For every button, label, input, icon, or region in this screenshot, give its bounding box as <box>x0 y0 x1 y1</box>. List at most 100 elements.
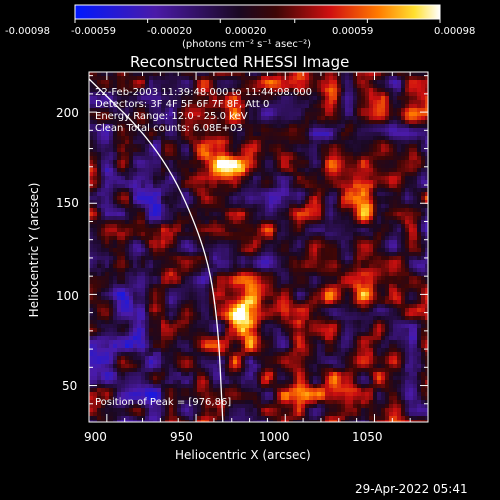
heatmap-cell <box>185 300 189 304</box>
heatmap-cell <box>137 96 141 100</box>
heatmap-cell <box>141 252 145 256</box>
heatmap-cell <box>257 236 261 240</box>
heatmap-cell <box>409 156 413 160</box>
heatmap-cell <box>113 76 117 80</box>
heatmap-cell <box>357 128 361 132</box>
heatmap-cell <box>229 232 233 236</box>
heatmap-cell <box>161 152 165 156</box>
heatmap-cell <box>261 72 265 76</box>
heatmap-cell <box>177 232 181 236</box>
heatmap-cell <box>245 264 249 268</box>
heatmap-cell <box>281 180 285 184</box>
heatmap-cell <box>125 128 129 132</box>
heatmap-cell <box>317 96 321 100</box>
heatmap-cell <box>325 80 329 84</box>
heatmap-cell <box>169 116 173 120</box>
heatmap-cell <box>245 144 249 148</box>
heatmap-cell <box>145 124 149 128</box>
heatmap-cell <box>213 132 217 136</box>
heatmap-cell <box>341 80 345 84</box>
heatmap-cell <box>217 304 221 308</box>
heatmap-cell <box>261 304 265 308</box>
heatmap-cell <box>101 240 105 244</box>
heatmap-cell <box>97 236 101 240</box>
heatmap-cell <box>349 200 353 204</box>
heatmap-cell <box>421 224 425 228</box>
heatmap-cell <box>257 300 261 304</box>
heatmap-cell <box>181 268 185 272</box>
heatmap-cell <box>277 116 281 120</box>
heatmap-cell <box>309 268 313 272</box>
heatmap-cell <box>297 196 301 200</box>
heatmap-cell <box>377 128 381 132</box>
heatmap-cell <box>201 260 205 264</box>
heatmap-cell <box>209 260 213 264</box>
heatmap-cell <box>221 116 225 120</box>
heatmap-cell <box>329 220 333 224</box>
heatmap-cell <box>173 96 177 100</box>
heatmap-cell <box>349 148 353 152</box>
heatmap-cell <box>425 188 428 192</box>
heatmap-cell <box>401 88 405 92</box>
heatmap-cell <box>249 100 253 104</box>
heatmap-cell <box>101 72 105 76</box>
heatmap-cell <box>381 180 385 184</box>
heatmap-cell <box>145 144 149 148</box>
heatmap-cell <box>361 192 365 196</box>
heatmap-cell <box>137 216 141 220</box>
heatmap-cell <box>425 148 428 152</box>
heatmap-cell <box>97 240 101 244</box>
heatmap-cell <box>209 208 213 212</box>
heatmap-cell <box>193 156 197 160</box>
heatmap-cell <box>145 260 149 264</box>
heatmap-cell <box>137 212 141 216</box>
heatmap-cell <box>213 252 217 256</box>
heatmap-cell <box>201 124 205 128</box>
heatmap-cell <box>305 120 309 124</box>
heatmap-cell <box>237 248 241 252</box>
heatmap-cell <box>205 184 209 188</box>
heatmap-cell <box>385 72 389 76</box>
heatmap-cell <box>349 96 353 100</box>
heatmap-cell <box>385 236 389 240</box>
heatmap-cell <box>101 272 105 276</box>
heatmap-cell <box>353 236 357 240</box>
heatmap-cell <box>177 276 181 280</box>
heatmap-cell <box>161 276 165 280</box>
heatmap-cell <box>425 144 428 148</box>
heatmap-cell <box>277 80 281 84</box>
heatmap-cell <box>381 156 385 160</box>
heatmap-cell <box>225 216 229 220</box>
heatmap-cell <box>345 248 349 252</box>
heatmap-cell <box>217 196 221 200</box>
heatmap-cell <box>425 260 428 264</box>
heatmap-cell <box>101 92 105 96</box>
heatmap-cell <box>125 76 129 80</box>
heatmap-cell <box>241 132 245 136</box>
heatmap-cell <box>205 164 209 168</box>
heatmap-cell <box>401 220 405 224</box>
heatmap-cell <box>165 268 169 272</box>
heatmap-cell <box>425 236 428 240</box>
heatmap-cell <box>297 268 301 272</box>
heatmap-cell <box>321 228 325 232</box>
heatmap-cell <box>233 264 237 268</box>
heatmap-cell <box>417 80 421 84</box>
heatmap-cell <box>113 100 117 104</box>
heatmap-cell <box>97 96 101 100</box>
heatmap-cell <box>161 252 165 256</box>
heatmap-cell <box>177 124 181 128</box>
heatmap-cell <box>105 192 109 196</box>
heatmap-cell <box>189 240 193 244</box>
heatmap-cell <box>161 228 165 232</box>
heatmap-cell <box>153 296 157 300</box>
heatmap-cell <box>241 156 245 160</box>
heatmap-cell <box>413 148 417 152</box>
heatmap-cell <box>145 196 149 200</box>
heatmap-cell <box>177 152 181 156</box>
heatmap-cell <box>173 220 177 224</box>
heatmap-cell <box>389 268 393 272</box>
heatmap-cell <box>145 184 149 188</box>
heatmap-cell <box>165 296 169 300</box>
heatmap-cell <box>89 112 93 116</box>
